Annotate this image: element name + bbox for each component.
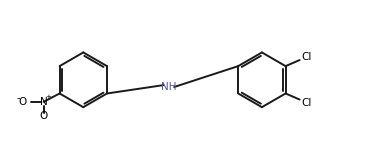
Text: N: N <box>40 97 47 107</box>
Text: Cl: Cl <box>301 52 311 62</box>
Text: O: O <box>19 97 27 107</box>
Text: -: - <box>16 93 20 103</box>
Text: Cl: Cl <box>301 98 311 108</box>
Text: +: + <box>46 94 52 100</box>
Text: NH: NH <box>161 82 177 92</box>
Text: O: O <box>39 111 48 121</box>
